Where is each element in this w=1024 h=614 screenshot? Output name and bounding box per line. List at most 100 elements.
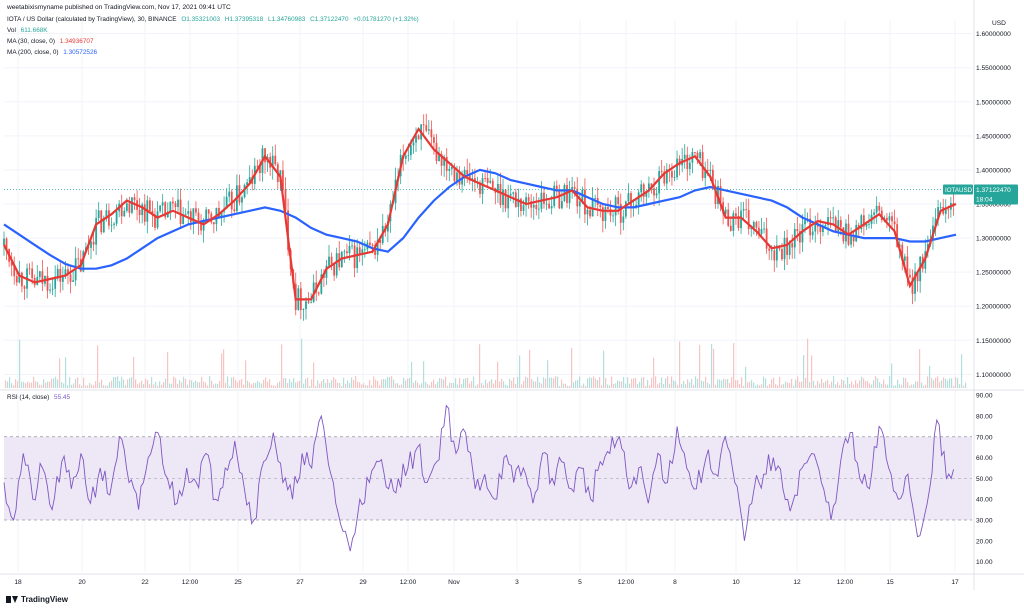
price-tick-label: 1.25000000 [976,270,1011,277]
candle-body [729,225,732,231]
volume-bar [83,377,85,388]
volume-bar [577,380,579,388]
candle-body [571,186,574,190]
volume-bar [953,385,955,388]
ma30-legend[interactable]: MA (30, close, 0) 1.34936707 [7,38,97,45]
volume-bar [657,384,659,388]
volume-bar [463,378,465,388]
volume-bar [715,384,717,388]
volume-bar [937,376,939,388]
price-tag[interactable] [974,184,1018,205]
candle-body [246,182,249,186]
volume-bar [633,378,635,388]
candle-body [404,155,407,159]
time-tick-label: 15 [886,579,894,586]
volume-bar [551,377,553,388]
candle-body [5,238,8,250]
symbol-title[interactable]: IOTA / US Dollar (calculated by TradingV… [7,16,177,23]
volume-bar [105,385,107,388]
candle-body [837,220,840,232]
volume-bar [795,379,797,388]
volume-legend[interactable]: Vol 611.668K [7,27,51,34]
candle-body [205,209,208,222]
candle-body [458,172,461,185]
price-tick-label: 1.40000000 [976,167,1011,174]
candle-body [305,301,307,310]
volume-bar [901,384,903,388]
candle-body [38,271,41,278]
volume-bar [717,379,719,388]
tradingview-logo[interactable]: TradingView [6,595,68,604]
volume-bar [221,353,223,388]
candle-body [54,276,57,289]
candle-body [174,203,177,208]
volume-bar [237,382,239,388]
volume-bar [959,384,961,388]
candle-body [891,216,893,222]
volume-bar [203,381,205,388]
candle-body [658,171,661,194]
volume-bar [151,377,153,388]
candle-body [852,235,855,242]
candle-body [128,203,131,213]
volume-bar [471,381,473,388]
volume-bar [27,381,29,388]
ma200-legend[interactable]: MA (200, close, 0) 1.30572526 [7,49,100,56]
volume-bar [871,384,873,388]
candle-body [860,215,863,230]
candle-body [138,209,141,216]
currency-label[interactable]: USD [992,20,1006,27]
ma200-line[interactable] [3,168,957,270]
time-tick-label: 12:00 [837,579,854,586]
volume-bar [385,379,387,388]
volume-bar [549,377,551,388]
volume-bar [543,377,545,388]
candle-body [120,203,123,217]
candle-body [545,203,548,205]
volume-bar [535,381,537,388]
volume-bar [451,383,453,388]
volume-bar [11,383,13,388]
volume-bar [713,348,715,388]
volume-bar [275,385,277,388]
volume-bar [145,378,147,388]
volume-bar [907,382,909,388]
candle-body [755,222,758,228]
candle-body [663,171,666,184]
volume-bar [31,382,33,388]
candle-body [530,201,533,208]
candle-body [69,274,72,282]
rsi-tick-label: 40.00 [976,497,993,504]
candle-body [888,216,891,221]
candle-body [502,189,504,205]
volume-bar [41,385,43,388]
volume-bar [841,379,843,388]
volume-bar [823,382,825,388]
volume-bar [493,383,495,388]
candle-body [164,202,167,218]
volume-bar [193,382,195,388]
volume-bar [509,378,511,388]
ma30-line[interactable] [3,126,957,301]
volume-bar [7,381,9,388]
volume-bar [379,385,381,388]
candle-body [15,276,18,283]
rsi-line[interactable] [3,404,955,552]
volume-bar [383,378,385,388]
volume-bar [29,382,31,388]
volume-bar [675,381,677,388]
volume-bar [561,379,563,388]
volume-bar [445,376,447,388]
rsi-legend[interactable]: RSI (14, close) 55.45 [7,394,73,401]
price-tick-label: 1.55000000 [976,65,1011,72]
candle-body [937,207,939,219]
time-tick-label: 22 [141,579,149,586]
volume-bar [719,379,721,388]
candle-body [228,191,231,197]
candle-body [113,223,115,225]
volume-bar [859,380,861,388]
candle-body [18,272,21,283]
volume-bar [9,377,11,388]
